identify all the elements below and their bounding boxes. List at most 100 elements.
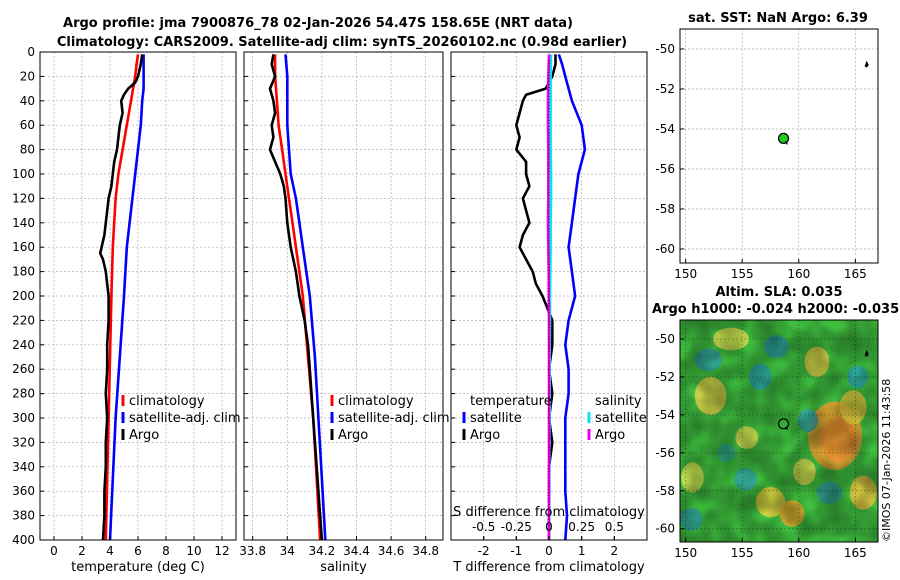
legend-label: Argo: [338, 428, 368, 443]
legend-label: satellite-adj. clim: [338, 411, 450, 426]
x-tick-label: 10: [186, 544, 201, 558]
x-tick-label: 34.6: [378, 544, 405, 558]
y-tick-label: 200: [12, 289, 35, 303]
y-tick-label: 320: [12, 435, 35, 449]
x-tick-label: 160: [787, 267, 810, 281]
x-tick-label: 165: [844, 546, 867, 560]
x-tick-label: -2: [478, 544, 490, 558]
x-tick-label: 4: [106, 544, 114, 558]
x-tick-label: 34.8: [412, 544, 439, 558]
sst_map-panel: 150 155 160 165 -50 -52 -54 -56 -58 -60 sat. SST: …: [655, 11, 879, 281]
y-tick-label: -54: [655, 122, 675, 136]
y-tick-label: -56: [655, 446, 675, 460]
x-tick-label: 160: [787, 546, 810, 560]
x-tick-label: 165: [844, 267, 867, 281]
series-line-t-satellite: [557, 53, 587, 541]
x-tick-label: 2: [78, 544, 86, 558]
island-marker: [864, 60, 869, 68]
x-tick-label: 150: [674, 267, 697, 281]
island-marker: [864, 349, 869, 357]
x-tick-label: 0: [50, 544, 58, 558]
y-tick-label: 260: [12, 362, 35, 376]
sla-map-title-line1: Altim. SLA: 0.035: [716, 285, 843, 300]
argo-profile-marker-tail: [785, 426, 789, 431]
y-tick-label: -58: [655, 484, 675, 498]
figure-title-line2: Climatology: CARS2009. Satellite-adj cli…: [57, 35, 627, 50]
x-tick-label: 8: [162, 544, 170, 558]
x-tick-label: 34.4: [343, 544, 370, 558]
argo-profile-marker: [777, 418, 790, 430]
argo-profile-marker-tail: [785, 141, 789, 145]
x-axis-label: salinity: [320, 560, 367, 575]
argo-profile-marker: [777, 132, 790, 144]
legend-label: climatology: [129, 394, 205, 409]
legend-label: climatology: [338, 394, 414, 409]
y-tick-label: 220: [12, 313, 35, 327]
y-tick-label: -56: [655, 162, 675, 176]
series-line-argo: [268, 54, 324, 541]
y-tick-label: 240: [12, 338, 35, 352]
top-x-tick-label: -0.5: [472, 520, 495, 534]
x-tick-label: 150: [674, 546, 697, 560]
x-tick-label: -1: [510, 544, 522, 558]
series-line-satellite-adj-clim: [108, 54, 145, 541]
series-line-argo: [98, 54, 144, 541]
top-x-tick-label: 0.5: [605, 520, 624, 534]
x-axis-label: temperature (deg C): [71, 560, 205, 575]
y-tick-label: -54: [655, 408, 675, 422]
y-tick-label: 80: [20, 143, 35, 157]
y-tick-label: 140: [12, 216, 35, 230]
sla-texture: [680, 320, 878, 542]
y-tick-label: -58: [655, 202, 675, 216]
series-line-s-argo: [546, 54, 551, 540]
y-tick-label: 300: [12, 411, 35, 425]
y-tick-label: 40: [20, 94, 35, 108]
x-tick-label: 0: [545, 544, 553, 558]
legend-label: satellite: [470, 411, 522, 426]
y-tick-label: 100: [12, 167, 35, 181]
sla-map-title-line2: Argo h1000: -0.024 h2000: -0.035: [652, 302, 899, 317]
y-tick-label: -52: [655, 82, 675, 96]
top-x-tick-label: -0.25: [501, 520, 532, 534]
imos-watermark: ©IMOS 07-Jan-2026 11:43:58: [880, 379, 893, 542]
salinity-panel: 33.8 34 34.2 34.4 34.6 34.8 salinity climatolog…: [239, 51, 450, 575]
y-tick-label: -60: [655, 242, 675, 256]
series-line-climatology: [104, 54, 140, 541]
y-tick-label: -60: [655, 522, 675, 536]
legend-label: satellite-adj. clim: [129, 411, 241, 426]
sla-field: [680, 320, 878, 542]
sla_map-panel: 150 155 160 165 -50 -52 -54 -56 -58 -60 Altim. SLA…: [652, 285, 899, 560]
x-tick-label: 6: [134, 544, 142, 558]
y-tick-label: 180: [12, 265, 35, 279]
sst-map-title: sat. SST: NaN Argo: 6.39: [688, 11, 868, 26]
x-tick-label: 33.8: [239, 544, 266, 558]
x-tick-label: 1: [578, 544, 586, 558]
figure-title-line1: Argo profile: jma 7900876_78 02-Jan-2026…: [63, 16, 573, 31]
y-tick-label: 380: [12, 509, 35, 523]
legend-label: Argo: [595, 428, 625, 443]
legend-title-temperature: temperature: [470, 394, 552, 409]
legend-label: satellite: [595, 411, 647, 426]
x-tick-label: 155: [731, 267, 754, 281]
legend-label: Argo: [470, 428, 500, 443]
legend-label: Argo: [129, 428, 159, 443]
x-tick-label: 155: [731, 546, 754, 560]
y-tick-label: 0: [27, 45, 35, 59]
y-tick-label: -50: [655, 42, 675, 56]
x-tick-label: 12: [214, 544, 229, 558]
y-tick-label: 400: [12, 533, 35, 547]
axes-box: [679, 319, 879, 543]
y-tick-label: 20: [20, 69, 35, 83]
x-tick-label: 34.2: [309, 544, 336, 558]
top-x-axis-label: S difference from climatology: [453, 505, 645, 520]
y-tick-label: -50: [655, 332, 675, 346]
top-x-tick-label: 0.25: [568, 520, 595, 534]
x-tick-label: 34: [280, 544, 295, 558]
differences-panel: -2 -1 0 1 2 T difference from climatology -0.5…: [450, 51, 648, 575]
y-tick-label: 360: [12, 484, 35, 498]
series-line-satellite-adj-clim: [284, 54, 327, 541]
x-tick-label: 2: [611, 544, 619, 558]
y-tick-label: 280: [12, 387, 35, 401]
series-line-climatology: [273, 54, 322, 541]
